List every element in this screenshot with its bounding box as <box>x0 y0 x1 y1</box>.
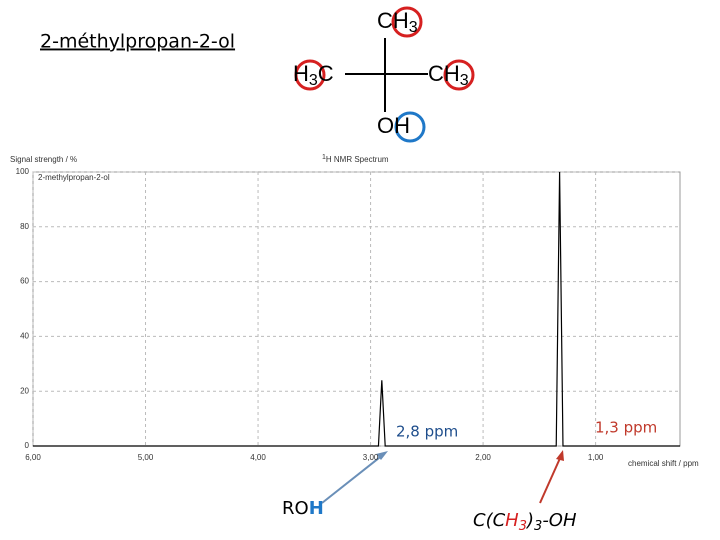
title-superscript: 1 <box>322 154 326 161</box>
assignment: ROH <box>282 498 324 519</box>
arrow <box>539 455 562 504</box>
plot-area <box>32 171 681 447</box>
highlight <box>394 111 426 143</box>
arrow-head <box>376 451 388 460</box>
y-tick-label: 0 <box>25 441 30 450</box>
title-text: H NMR Spectrum <box>326 155 389 164</box>
arrow <box>321 453 385 504</box>
y-axis-label: Signal strength / % <box>10 155 77 164</box>
x-axis-label: chemical shift / ppm <box>628 459 699 468</box>
x-tick-label: 2,00 <box>475 453 491 462</box>
x-tick-label: 3,00 <box>363 453 379 462</box>
group: H3C <box>293 61 334 89</box>
legend: 2-methylpropan-2-ol <box>38 173 110 182</box>
annotation: 2,8 ppm <box>396 423 458 441</box>
highlight <box>294 59 326 91</box>
highlight <box>443 59 475 91</box>
x-tick-label: 6,00 <box>25 453 41 462</box>
slide-title: 2-méthylpropan-2-ol <box>40 31 235 53</box>
annotation: 1,3 ppm <box>595 419 657 437</box>
group: CH3 <box>428 61 469 89</box>
y-tick-label: 40 <box>20 332 29 341</box>
x-tick-label: 4,00 <box>250 453 266 462</box>
y-tick-label: 100 <box>16 167 30 176</box>
highlight <box>391 6 423 38</box>
y-tick-label: 60 <box>20 277 29 286</box>
y-tick-label: 80 <box>20 222 29 231</box>
group: OH <box>377 113 410 138</box>
assignment: C(CH3)3-OH <box>473 510 577 534</box>
arrow-head <box>556 450 564 461</box>
molecule: CH3 H3C CH3 OH <box>293 6 475 143</box>
x-tick-label: 1,00 <box>588 453 604 462</box>
spectrum <box>33 171 680 447</box>
y-tick-label: 20 <box>20 386 29 395</box>
group: CH3 <box>377 8 418 36</box>
chart-title: 1H NMR Spectrum <box>322 154 389 164</box>
x-tick-label: 5,00 <box>138 453 154 462</box>
